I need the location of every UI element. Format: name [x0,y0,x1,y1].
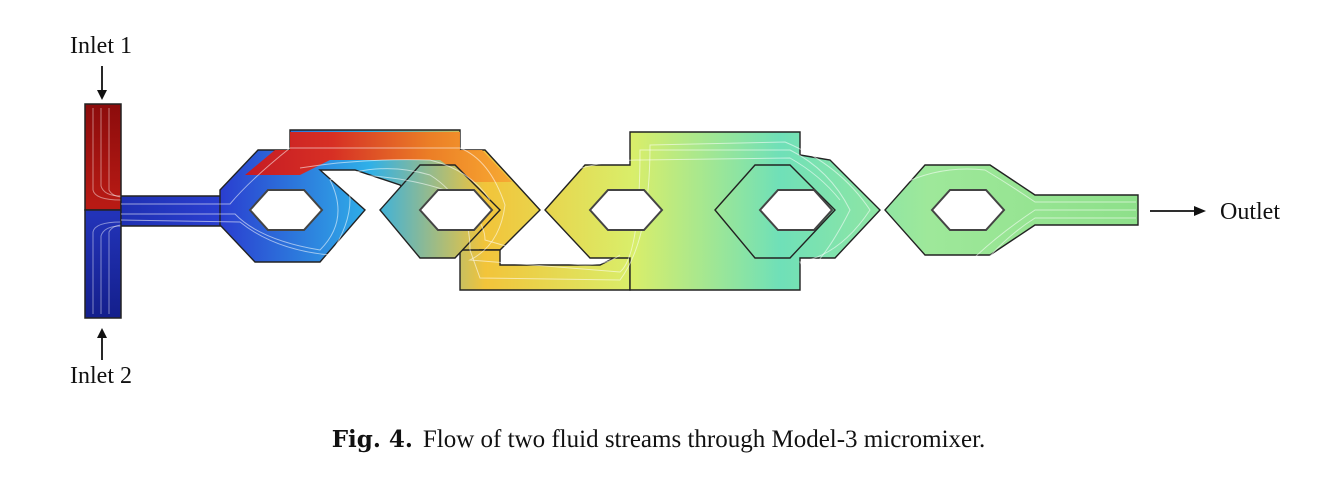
outlet-arrow-icon [1150,206,1206,216]
inlet-2-label: Inlet 2 [70,363,132,389]
hexagon-obstacle-3 [588,189,664,231]
hexagon-obstacle-5 [930,189,1006,231]
hexagon-obstacle-1 [248,189,324,231]
inlet-streamlines [92,108,122,314]
hexagon-obstacles [248,189,1006,231]
channel-streamlines [120,141,1136,281]
inlet-1-channel [84,103,122,211]
hexagon-obstacle-4 [758,189,834,231]
inlet-1-label: Inlet 1 [70,33,132,59]
figure-caption: Fig. 4. Flow of two fluid streams through… [0,426,1317,454]
outlet-label: Outlet [1220,199,1280,225]
inlet-2-channel [84,209,122,319]
caption-text: Flow of two fluid streams through Model-… [422,426,986,453]
figure-number: Fig. 4. [331,426,413,453]
inlet-1-arrow-icon [97,66,107,100]
hexagon-obstacle-2 [418,189,494,231]
inlet-2-arrow-icon [97,328,107,360]
